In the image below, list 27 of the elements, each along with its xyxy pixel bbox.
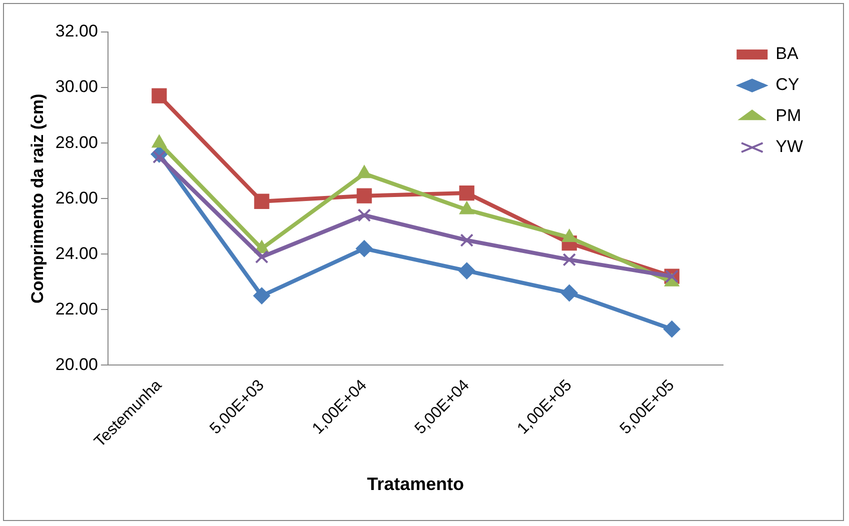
y-tick-label: 28.00	[55, 132, 98, 152]
y-tick-label: 32.00	[55, 22, 98, 41]
point	[562, 253, 576, 266]
point	[356, 188, 372, 204]
y-tick-label: 22.00	[55, 299, 98, 318]
point	[560, 284, 578, 302]
point	[458, 262, 476, 280]
point	[254, 194, 270, 209]
legend-label: PM	[776, 106, 802, 126]
point	[356, 240, 373, 258]
point	[460, 234, 474, 247]
point	[459, 185, 474, 201]
legend-label: YW	[776, 137, 804, 156]
legend-label: CY	[776, 75, 800, 94]
y-tick-label: 26.00	[55, 188, 98, 208]
y-tick-label: 30.00	[55, 77, 98, 96]
point	[358, 208, 371, 222]
y-tick-label: 20.00	[55, 354, 98, 374]
legend-label: BA	[776, 44, 799, 64]
point	[152, 150, 166, 164]
point	[253, 287, 270, 304]
y-tick-label: 24.00	[55, 244, 98, 263]
point	[255, 250, 268, 264]
y-axis-title: Comprimento da raiz (cm)	[28, 94, 47, 304]
point	[152, 88, 167, 104]
x-axis-title: Tratamento	[367, 474, 464, 494]
point	[663, 320, 680, 338]
